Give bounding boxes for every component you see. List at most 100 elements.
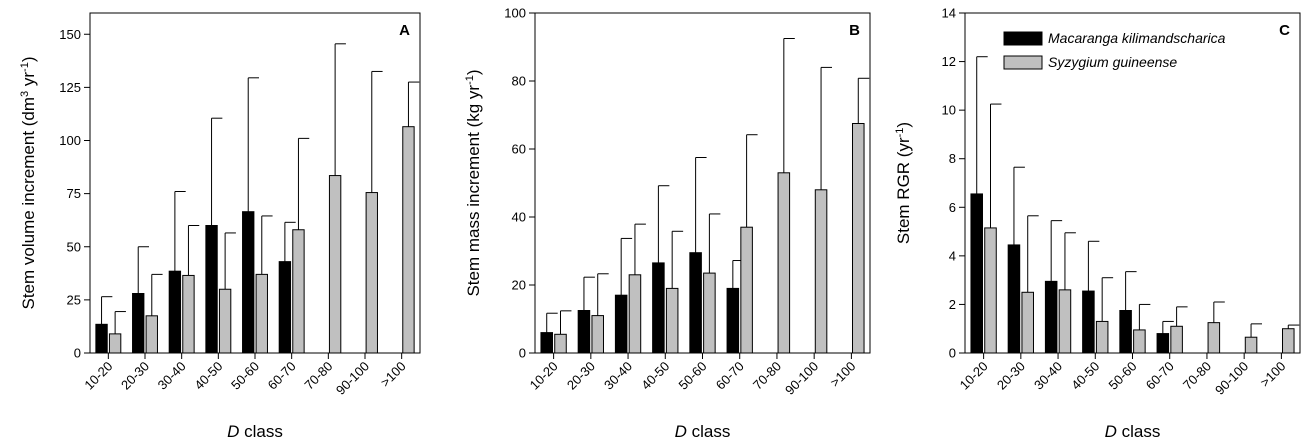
panel-a: 0 25 50 75 100 125 150 10-20 20-30 30-40 40-50 50-6…: [19, 12, 421, 441]
x-tick-label: 40-50: [191, 359, 225, 393]
bar-macaranga: [577, 310, 591, 354]
y-tick-label: 12: [942, 54, 956, 69]
bar-macaranga: [1082, 290, 1095, 354]
bar-syzygium: [402, 126, 415, 354]
bar-syzygium: [1244, 336, 1258, 354]
bar-syzygium: [1095, 320, 1109, 354]
bar-macaranga: [540, 332, 553, 354]
y-tick-label: 125: [59, 80, 81, 95]
bar-syzygium: [777, 172, 791, 354]
y-tick-label: 75: [67, 186, 81, 201]
bar-syzygium: [328, 175, 342, 354]
bar-syzygium: [1133, 329, 1146, 354]
bar-syzygium: [984, 227, 997, 354]
x-tick-label: 10-20: [81, 359, 115, 393]
panel-letter: A: [399, 22, 410, 39]
panel-letter: B: [849, 22, 860, 39]
y-tick-label: 100: [59, 133, 81, 148]
panel-c: 0 2 4 6 8 10 12 14 10-20 20-30 30-40 40-50 50-60 60-7…: [894, 6, 1301, 441]
bar-syzygium: [182, 274, 195, 354]
bar-syzygium: [365, 192, 378, 354]
x-tick-label: 70-80: [301, 359, 335, 393]
bar-syzygium: [1058, 289, 1072, 354]
bar-macaranga: [205, 225, 218, 354]
y-tick-label: 80: [512, 74, 526, 89]
legend-swatch-macaranga: [1003, 31, 1043, 46]
bar-syzygium: [628, 274, 642, 354]
bar-macaranga: [132, 293, 145, 354]
x-tick-label: >100: [1257, 359, 1288, 390]
y-axis-title: Stem volume increment (dm3 yr-1): [19, 56, 38, 309]
bar-macaranga: [970, 193, 983, 354]
x-tick-label: 70-80: [750, 359, 784, 393]
bar-syzygium: [591, 315, 604, 354]
bar-macaranga: [1119, 310, 1132, 354]
y-tick-label: 0: [519, 346, 526, 361]
bar-macaranga: [278, 261, 292, 354]
bar-syzygium: [1207, 322, 1221, 354]
x-tick-label: 90-100: [1212, 359, 1251, 398]
x-tick-label: 20-30: [994, 359, 1028, 393]
bar-syzygium: [1170, 325, 1183, 354]
y-tick-label: 14: [942, 6, 956, 21]
legend-swatch-syzygium: [1003, 55, 1043, 70]
x-tick-label: >100: [827, 359, 858, 390]
x-tick-label: 30-40: [601, 359, 635, 393]
bar-syzygium: [554, 333, 567, 354]
bar-macaranga: [1156, 333, 1170, 354]
bar-syzygium: [1282, 328, 1295, 354]
bar-macaranga: [726, 287, 740, 354]
bar-macaranga: [1007, 244, 1021, 354]
bar-syzygium: [145, 315, 158, 354]
x-tick-label: 20-30: [118, 359, 152, 393]
y-tick-label: 8: [949, 151, 956, 166]
x-tick-label: 10-20: [527, 359, 561, 393]
x-tick-label: 50-60: [676, 359, 710, 393]
bar-syzygium: [665, 287, 679, 354]
x-tick-label: 30-40: [155, 359, 189, 393]
y-tick-label: 40: [512, 210, 526, 225]
x-tick-label: >100: [377, 359, 408, 390]
x-axis-title: D class: [227, 422, 283, 441]
bar-macaranga: [242, 211, 255, 354]
y-tick-label: 0: [74, 346, 81, 361]
y-tick-label: 20: [512, 278, 526, 293]
x-tick-label: 90-100: [782, 359, 821, 398]
y-axis-title: Stem RGR (yr-1): [894, 122, 913, 244]
bar-syzygium: [292, 229, 305, 354]
y-tick-label: 50: [67, 239, 81, 254]
x-tick-label: 50-60: [228, 359, 262, 393]
x-tick-label: 70-80: [1180, 359, 1214, 393]
x-tick-label: 30-40: [1031, 359, 1065, 393]
bar-macaranga: [1044, 280, 1058, 354]
bar-syzygium: [218, 288, 232, 354]
x-tick-label: 90-100: [333, 359, 372, 398]
y-tick-label: 25: [67, 292, 81, 307]
y-tick-label: 150: [59, 27, 81, 42]
panel-letter: C: [1279, 22, 1290, 39]
bar-macaranga: [614, 294, 628, 354]
bar-macaranga: [689, 252, 702, 354]
bar-syzygium: [852, 123, 865, 354]
panel-b: 0 20 40 60 80 100 10-20 20-30 30-40 40-50 50-60 60-…: [464, 6, 871, 441]
legend-label-macaranga: Macaranga kilimandscharica: [1048, 30, 1226, 46]
legend-label-syzygium: Syzygium guineense: [1048, 54, 1177, 70]
bar-syzygium: [1021, 291, 1034, 354]
y-tick-label: 10: [942, 103, 956, 118]
bar-syzygium: [814, 189, 828, 354]
x-tick-label: 60-70: [1143, 359, 1177, 393]
bar-macaranga: [652, 262, 665, 354]
x-tick-label: 10-20: [957, 359, 991, 393]
bar-syzygium: [108, 333, 122, 354]
bar-macaranga: [95, 323, 108, 354]
y-tick-label: 2: [949, 297, 956, 312]
y-tick-label: 100: [504, 6, 526, 21]
legend: Macaranga kilimandscharica Syzygium guin…: [1003, 30, 1226, 70]
x-tick-label: 60-70: [265, 359, 299, 393]
y-tick-label: 6: [949, 200, 956, 215]
y-tick-label: 60: [512, 142, 526, 157]
x-tick-label: 60-70: [713, 359, 747, 393]
y-axis-title: Stem mass increment (kg yr-1): [464, 69, 483, 296]
x-axis-title: D class: [1105, 422, 1161, 441]
